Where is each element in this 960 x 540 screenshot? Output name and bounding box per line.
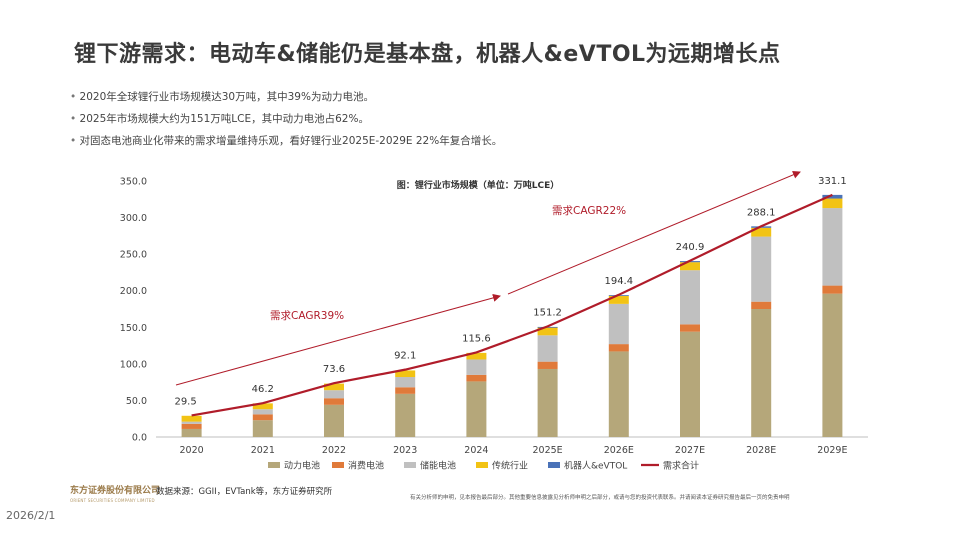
bar-segment bbox=[324, 383, 344, 391]
x-tick-label: 2028E bbox=[746, 445, 776, 456]
y-tick-label: 0.0 bbox=[132, 433, 147, 444]
total-data-label: 240.9 bbox=[676, 242, 705, 253]
total-data-label: 194.4 bbox=[604, 276, 633, 287]
logo-name: 东方证券股份有限公司 bbox=[70, 486, 161, 496]
bar-segment bbox=[608, 295, 629, 304]
bar-segment bbox=[608, 351, 629, 437]
total-data-label: 151.2 bbox=[533, 307, 562, 318]
total-data-label: 288.1 bbox=[747, 207, 776, 218]
bar-segment bbox=[822, 208, 843, 286]
bar-segment bbox=[324, 404, 344, 437]
bar-segment bbox=[181, 423, 202, 429]
bar-segment bbox=[680, 270, 700, 325]
bullet-list: 2020年全球锂行业市场规模达30万吨，其中39%为动力电池。 2025年市场规… bbox=[70, 86, 503, 152]
bar-segment bbox=[324, 398, 344, 405]
legend-label: 消费电池 bbox=[348, 460, 384, 472]
bar-segment bbox=[751, 301, 772, 309]
total-demand-line bbox=[191, 193, 833, 417]
bar-segment bbox=[537, 368, 558, 437]
legend-swatch bbox=[476, 462, 488, 468]
legend-label: 动力电池 bbox=[284, 460, 320, 472]
x-tick-label: 2022 bbox=[322, 445, 346, 456]
bar-segment bbox=[537, 361, 558, 369]
bar-segment bbox=[395, 377, 416, 388]
legend-swatch bbox=[548, 462, 560, 468]
chart-title: 图：锂行业市场规模（单位：万吨LCE） bbox=[397, 179, 560, 191]
x-tick-label: 2025E bbox=[533, 445, 563, 456]
bar-segment bbox=[181, 415, 202, 422]
bar-segment bbox=[680, 324, 700, 332]
legend-label: 传统行业 bbox=[492, 460, 528, 472]
bar-segment bbox=[466, 374, 487, 382]
total-data-label: 331.1 bbox=[818, 176, 847, 187]
y-tick-label: 50.0 bbox=[126, 396, 147, 407]
bar-segment bbox=[751, 227, 772, 237]
x-tick-label: 2029E bbox=[817, 445, 847, 456]
legend-swatch bbox=[268, 462, 280, 468]
data-source: 数据来源：GGII，EVTank等，东方证券研究所 bbox=[156, 487, 333, 497]
total-data-label: 29.5 bbox=[174, 396, 196, 407]
bar-segment bbox=[608, 344, 629, 352]
total-data-label: 92.1 bbox=[394, 351, 416, 362]
disclaimer-text: 有关分析师的申明，见本报告最后部分。其他重要信息披露见分析师申明之后部分，或请与… bbox=[410, 495, 790, 501]
logo-subtitle: ORIENT SECURITIES COMPANY LIMITED bbox=[70, 498, 155, 503]
y-tick-label: 250.0 bbox=[120, 250, 147, 261]
bar-segment bbox=[751, 236, 772, 302]
cagr-annotation-39: 需求CAGR39% bbox=[270, 310, 344, 322]
bar-segment bbox=[181, 428, 202, 437]
bar-segment bbox=[252, 409, 273, 415]
legend-label: 需求合计 bbox=[663, 460, 699, 472]
x-tick-label: 2027E bbox=[675, 445, 705, 456]
total-data-label: 46.2 bbox=[252, 384, 274, 395]
bullet-item: 2025年市场规模大约为151万吨LCE，其中动力电池占62%。 bbox=[70, 108, 502, 130]
bar-segment bbox=[252, 403, 273, 410]
x-tick-label: 2024 bbox=[464, 445, 488, 456]
bar-segment bbox=[680, 331, 700, 437]
legend-label: 机器人&eVTOL bbox=[564, 460, 627, 472]
bullet-item: 2020年全球锂行业市场规模达30万吨，其中39%为动力电池。 bbox=[70, 86, 502, 108]
cagr-arrow-2020-2025 bbox=[175, 293, 501, 386]
y-tick-label: 100.0 bbox=[120, 359, 147, 370]
y-tick-label: 150.0 bbox=[120, 323, 147, 334]
bar-segment bbox=[395, 387, 416, 394]
x-tick-label: 2020 bbox=[180, 445, 204, 456]
x-tick-label: 2021 bbox=[251, 445, 275, 456]
y-tick-label: 350.0 bbox=[120, 177, 147, 188]
legend-swatch bbox=[404, 462, 416, 468]
bar-segment bbox=[822, 293, 843, 437]
page-title: 锂下游需求：电动车&储能仍是基本盘，机器人&eVTOL为远期增长点 bbox=[74, 42, 781, 67]
y-tick-label: 300.0 bbox=[120, 213, 147, 224]
bar-segment bbox=[822, 194, 843, 199]
bar-segment bbox=[324, 390, 344, 399]
bar-segment bbox=[181, 421, 202, 424]
bullet-item: 对固态电池商业化带来的需求增量维持乐观，看好锂行业2025E-2029E 22%… bbox=[70, 130, 503, 152]
x-tick-label: 2023 bbox=[393, 445, 417, 456]
bar-segment bbox=[252, 420, 273, 437]
total-data-label: 73.6 bbox=[323, 364, 345, 375]
bar-segment bbox=[680, 262, 700, 271]
legend-swatch bbox=[332, 462, 344, 468]
x-tick-label: 2026E bbox=[604, 445, 634, 456]
bar-segment bbox=[822, 285, 843, 294]
bar-segment bbox=[537, 327, 558, 336]
total-data-label: 115.6 bbox=[462, 333, 491, 344]
legend-label: 储能电池 bbox=[420, 460, 456, 472]
bar-segment bbox=[395, 370, 416, 378]
bar-segment bbox=[608, 303, 629, 345]
bar-segment bbox=[466, 359, 487, 375]
cagr-arrow-2025-2029 bbox=[507, 171, 801, 295]
bar-segment bbox=[751, 309, 772, 437]
bar-segment bbox=[395, 393, 416, 437]
bar-segment bbox=[537, 335, 558, 362]
bar-segment bbox=[466, 381, 487, 437]
date-stamp: 2026/2/1 bbox=[6, 509, 56, 522]
bar-segment bbox=[822, 198, 843, 209]
company-logo: 东方证券股份有限公司 ORIENT SECURITIES COMPANY LIM… bbox=[70, 486, 160, 506]
cagr-annotation-22: 需求CAGR22% bbox=[552, 205, 626, 217]
bar-segment bbox=[252, 414, 273, 421]
y-tick-label: 200.0 bbox=[120, 286, 147, 297]
bar-segment bbox=[466, 352, 487, 360]
